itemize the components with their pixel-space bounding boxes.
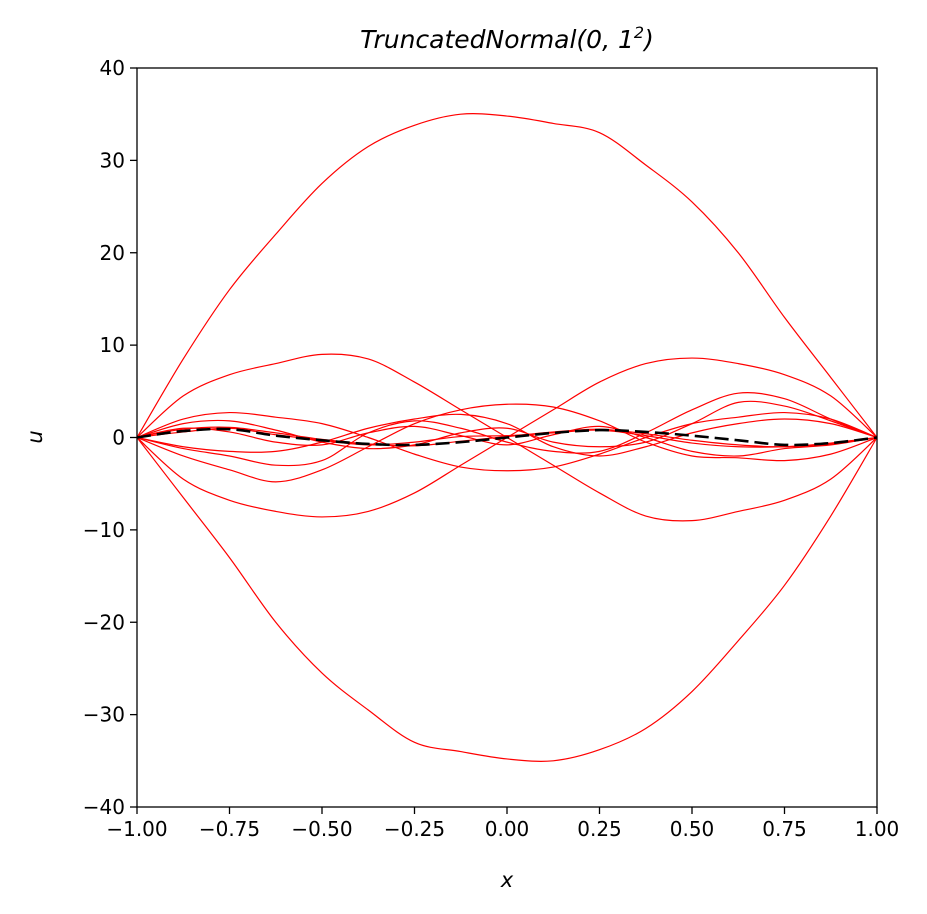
- chart-title-close: ): [642, 25, 654, 54]
- y-tick-label: −20: [83, 610, 125, 634]
- y-tick-label: 0: [112, 426, 125, 450]
- y-tick-label: 30: [100, 148, 125, 172]
- series-line-5: [136, 411, 878, 472]
- x-tick-label: 0.00: [485, 817, 530, 841]
- chart-title: TruncatedNormal(0, 12): [360, 23, 654, 54]
- x-tick-label: −0.75: [199, 817, 260, 841]
- x-tick-label: −1.00: [106, 817, 167, 841]
- x-tick-label: 1.00: [855, 817, 900, 841]
- series-line-10: [136, 425, 878, 457]
- x-tick-label: −0.25: [384, 817, 445, 841]
- series-line-2: [136, 437, 878, 762]
- series-line-1: [136, 113, 878, 438]
- series-line-6: [136, 403, 878, 483]
- x-tick-label: 0.50: [670, 817, 715, 841]
- series-layer: [136, 113, 878, 762]
- reference-series-line: [136, 427, 878, 447]
- chart-title-superscript: 2: [634, 23, 644, 42]
- y-tick-label: −40: [83, 795, 125, 819]
- y-tick-label: 20: [100, 241, 125, 265]
- y-tick-label: −30: [83, 703, 125, 727]
- x-tick-label: 0.75: [762, 817, 807, 841]
- x-tick-label: 0.25: [577, 817, 622, 841]
- y-axis-label: u: [23, 430, 47, 443]
- x-tick-label: −0.50: [291, 817, 352, 841]
- tick-layer: −1.00 −0.75 −0.50 −0.25 0.00 0.25 0.50 0.75 1.00…: [83, 56, 899, 841]
- y-tick-label: −10: [83, 518, 125, 542]
- x-axis-label: x: [500, 868, 514, 892]
- y-tick-label: 40: [100, 56, 125, 80]
- series-line-8: [136, 400, 878, 450]
- y-tick-label: 10: [100, 333, 125, 357]
- series-line-9: [136, 413, 878, 457]
- series-line-7: [136, 392, 878, 467]
